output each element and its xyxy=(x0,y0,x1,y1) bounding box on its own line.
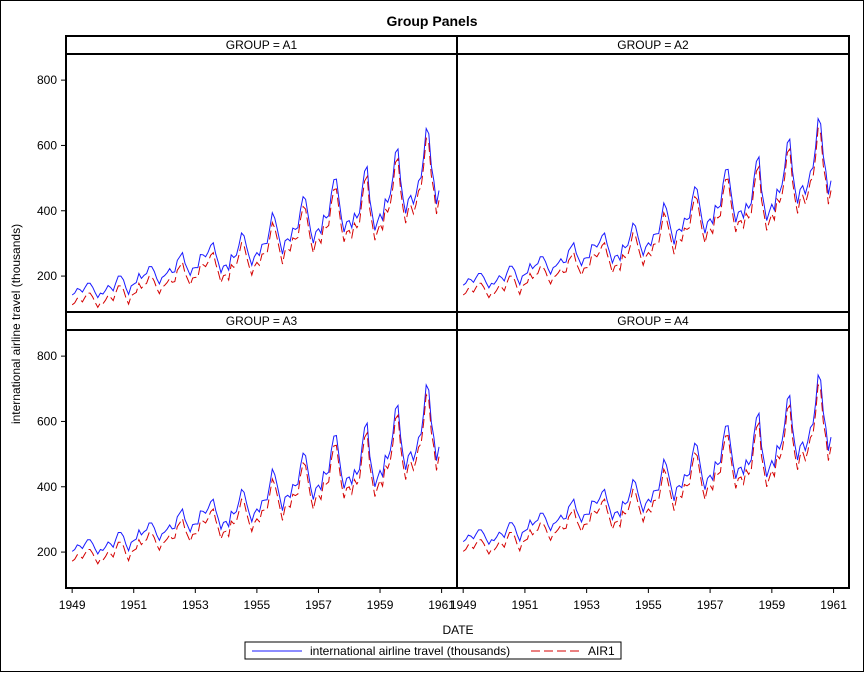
x-tick-label: 1959 xyxy=(367,598,394,612)
y-tick-label: 400 xyxy=(37,480,57,494)
y-tick-label: 400 xyxy=(37,204,57,218)
y-tick-label: 800 xyxy=(37,73,57,87)
y-tick-label: 600 xyxy=(37,138,57,152)
x-tick-label: 1955 xyxy=(244,598,271,612)
x-tick-label: 1957 xyxy=(305,598,332,612)
series-line-2 xyxy=(462,126,832,299)
panel-grid: GROUP = A1 GROUP = A2 GROUP = A3 GROUP = A4 xyxy=(65,35,850,589)
x-tick-label: 1951 xyxy=(120,598,147,612)
panel-label: GROUP = A4 xyxy=(617,314,689,328)
x-tick-label: 1955 xyxy=(635,598,662,612)
y-tick-label: 200 xyxy=(37,269,57,283)
panel-label: GROUP = A3 xyxy=(226,314,298,328)
series-line-1 xyxy=(71,126,440,299)
x-tick-label: 1949 xyxy=(59,598,86,612)
legend-label-series-2: AIR1 xyxy=(588,644,615,658)
y-tick-label: 600 xyxy=(37,414,57,428)
axes: 200 400 600 800 200 400 600 800 1949 1951 1953 1955… xyxy=(37,73,847,612)
legend: international airline travel (thousands)… xyxy=(244,641,622,660)
x-tick-label: 1953 xyxy=(182,598,209,612)
series-line-1 xyxy=(462,116,832,289)
y-axis-label: international airline travel (thousands) xyxy=(9,224,23,424)
x-tick-label: 1951 xyxy=(512,598,539,612)
series-line-2 xyxy=(462,383,832,556)
x-tick-label: 1957 xyxy=(697,598,724,612)
series-line-2 xyxy=(71,136,440,309)
legend-box xyxy=(244,641,622,660)
x-tick-label: 1961 xyxy=(820,598,847,612)
panel-label: GROUP = A2 xyxy=(617,38,689,52)
x-tick-label: 1953 xyxy=(573,598,600,612)
y-tick-label: 200 xyxy=(37,545,57,559)
legend-label-series-1: international airline travel (thousands) xyxy=(310,644,510,658)
y-tick-label: 800 xyxy=(37,349,57,363)
x-tick-label: 1949 xyxy=(450,598,477,612)
panel-label: GROUP = A1 xyxy=(226,38,298,52)
chart-title: Group Panels xyxy=(386,13,477,29)
series-line-1 xyxy=(71,383,440,556)
x-tick-label: 1961 xyxy=(428,598,455,612)
x-tick-label: 1959 xyxy=(758,598,785,612)
x-axis-label: DATE xyxy=(442,623,473,637)
panel-4: GROUP = A4 xyxy=(456,311,850,589)
series-line-1 xyxy=(462,373,832,546)
series-line-2 xyxy=(71,392,440,565)
panel-frame xyxy=(456,329,850,589)
